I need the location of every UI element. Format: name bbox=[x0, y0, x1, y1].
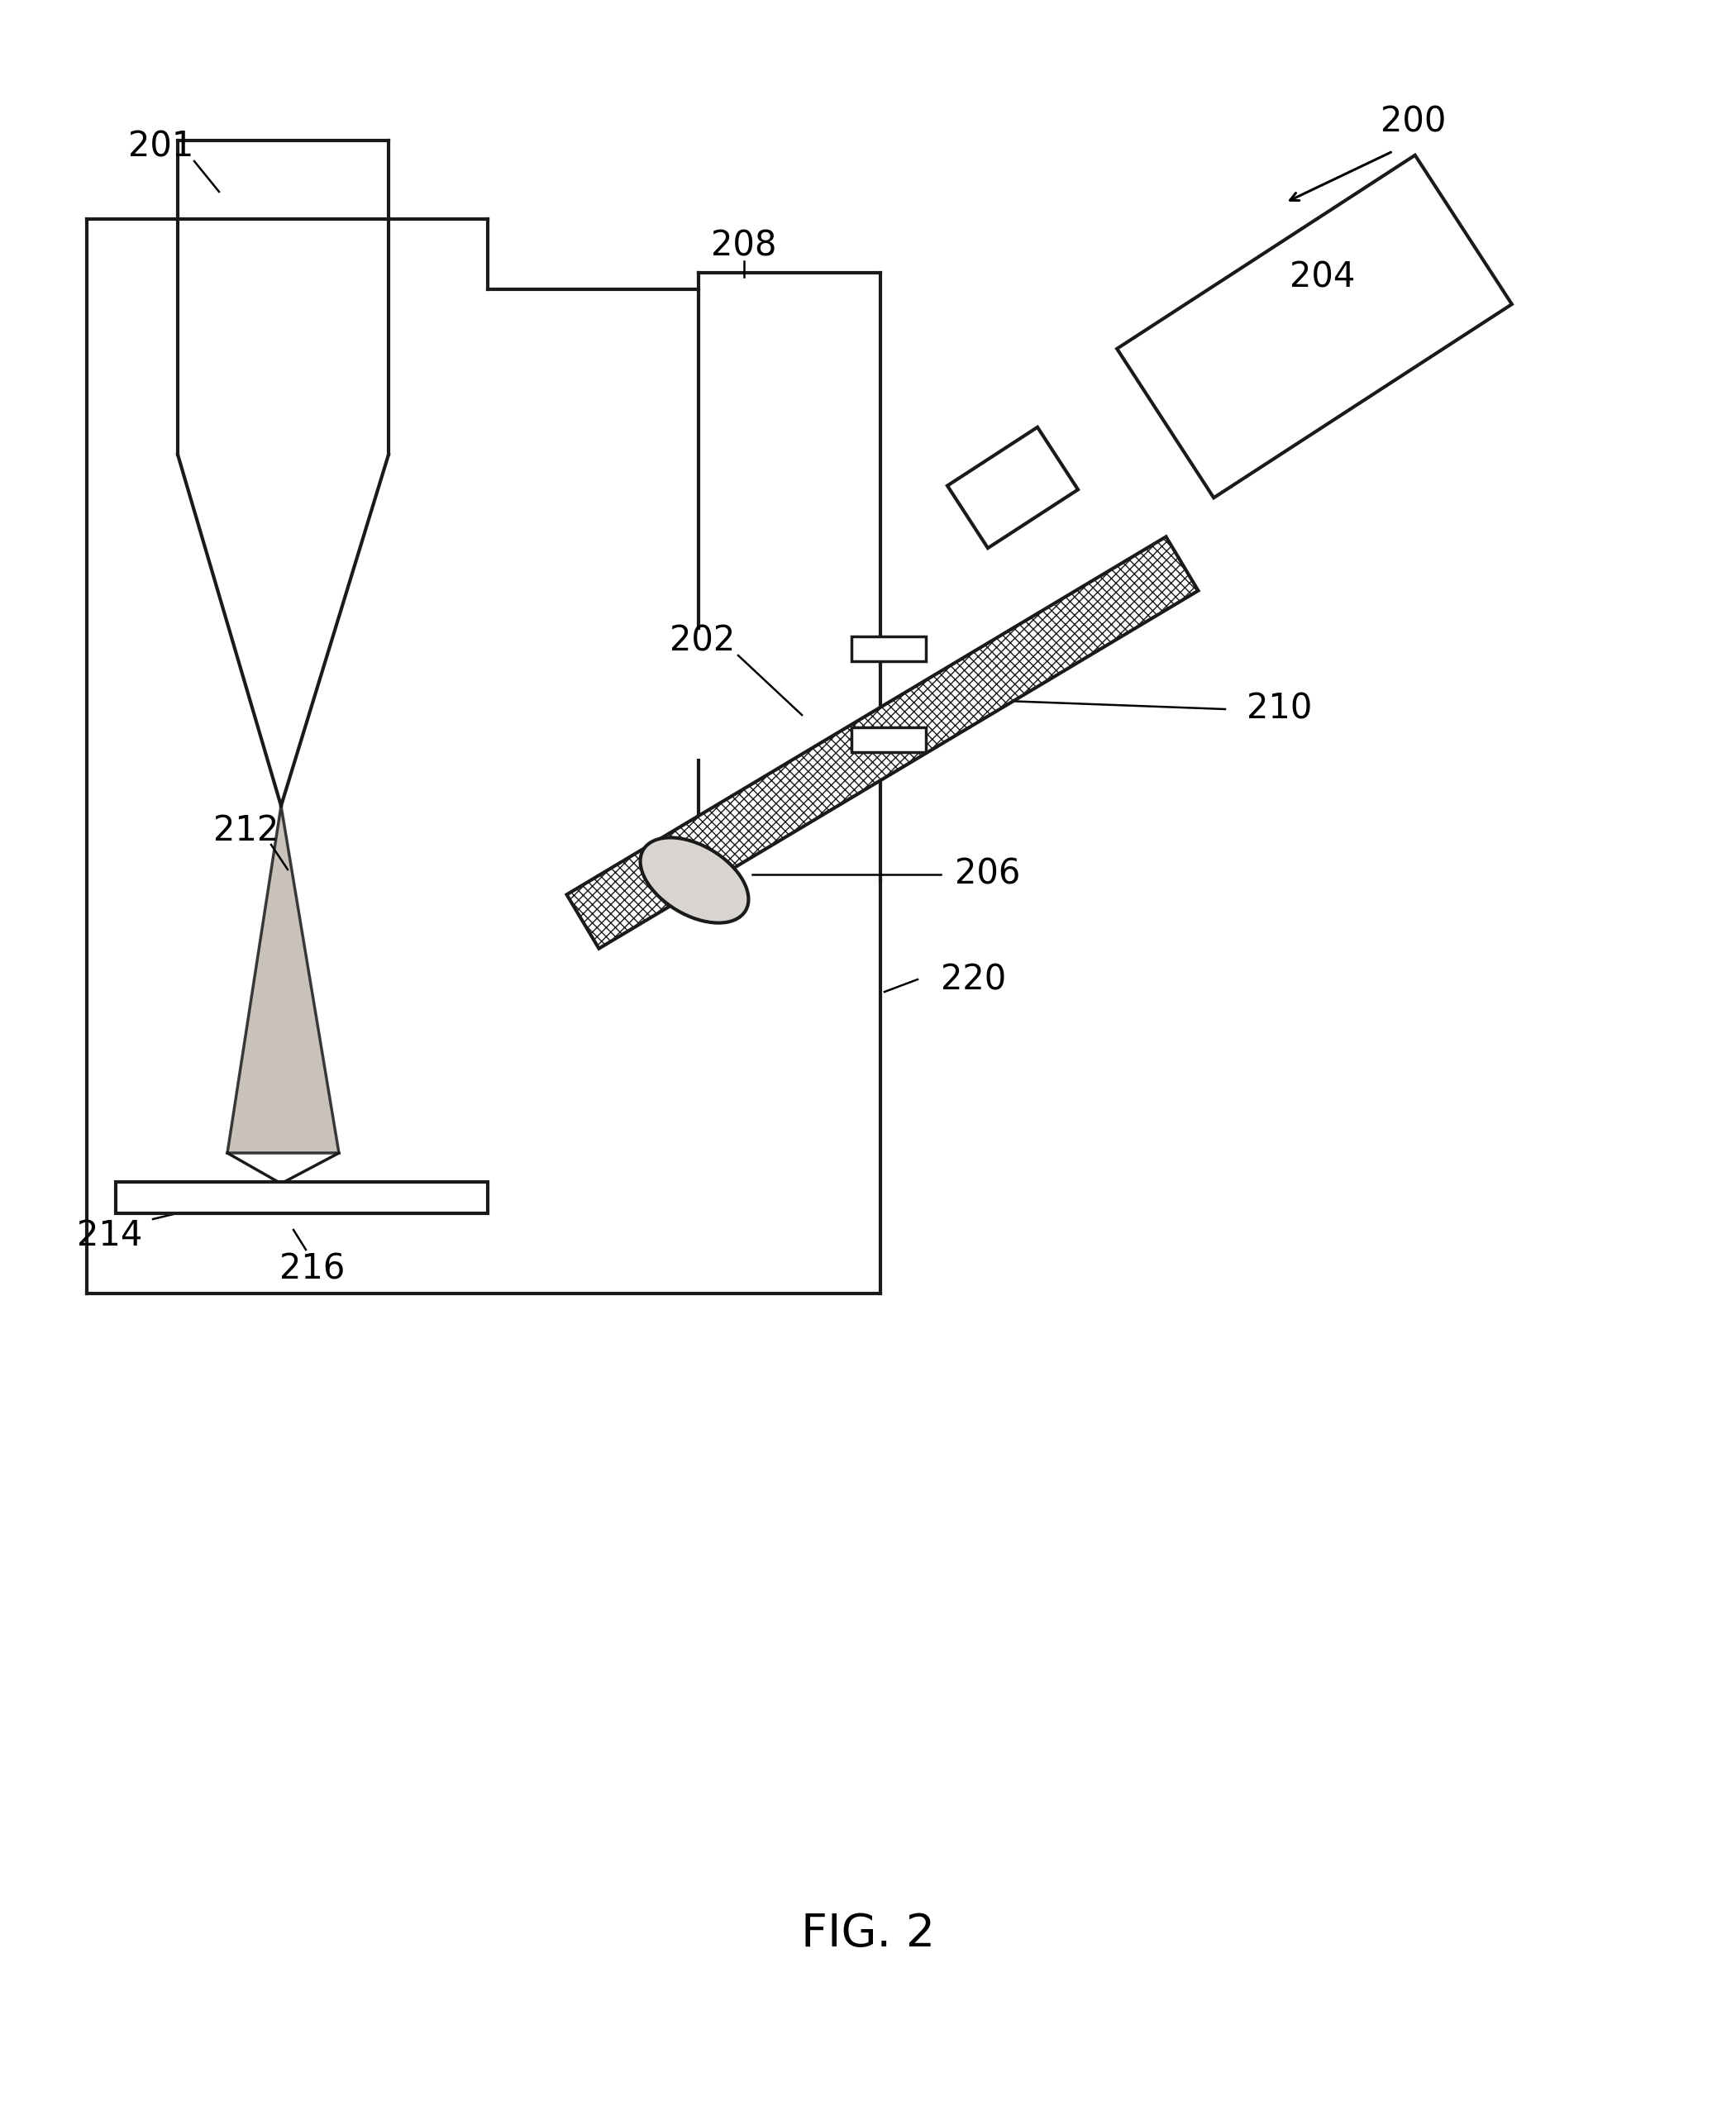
Polygon shape bbox=[227, 807, 339, 1153]
Text: 202: 202 bbox=[670, 624, 736, 658]
Polygon shape bbox=[1116, 155, 1512, 498]
Polygon shape bbox=[948, 427, 1078, 548]
Text: 208: 208 bbox=[712, 229, 778, 263]
Text: 212: 212 bbox=[214, 813, 279, 849]
Ellipse shape bbox=[641, 838, 748, 922]
Polygon shape bbox=[851, 637, 925, 662]
Text: FIG. 2: FIG. 2 bbox=[800, 1912, 936, 1956]
Polygon shape bbox=[116, 1183, 488, 1212]
Text: 204: 204 bbox=[1290, 261, 1356, 294]
Text: 206: 206 bbox=[955, 857, 1021, 891]
Text: 200: 200 bbox=[1380, 105, 1446, 139]
Text: 216: 216 bbox=[279, 1252, 345, 1286]
Polygon shape bbox=[566, 536, 1198, 948]
Text: 210: 210 bbox=[1246, 691, 1312, 727]
Polygon shape bbox=[851, 727, 925, 752]
Text: 201: 201 bbox=[128, 130, 194, 164]
Text: 214: 214 bbox=[76, 1219, 142, 1252]
Text: 220: 220 bbox=[941, 962, 1007, 996]
